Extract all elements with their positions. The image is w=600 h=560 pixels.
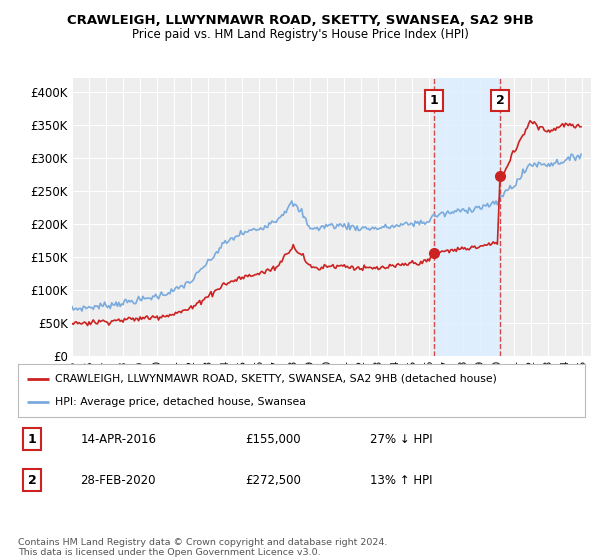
Text: 1: 1 (28, 433, 37, 446)
Text: 2: 2 (496, 94, 505, 107)
Text: Contains HM Land Registry data © Crown copyright and database right 2024.
This d: Contains HM Land Registry data © Crown c… (18, 538, 388, 557)
Text: £272,500: £272,500 (245, 474, 301, 487)
Text: HPI: Average price, detached house, Swansea: HPI: Average price, detached house, Swan… (55, 397, 306, 407)
Text: 2: 2 (28, 474, 37, 487)
Text: Price paid vs. HM Land Registry's House Price Index (HPI): Price paid vs. HM Land Registry's House … (131, 28, 469, 41)
Text: 27% ↓ HPI: 27% ↓ HPI (370, 433, 432, 446)
Text: 13% ↑ HPI: 13% ↑ HPI (370, 474, 432, 487)
Text: CRAWLEIGH, LLWYNMAWR ROAD, SKETTY, SWANSEA, SA2 9HB (detached house): CRAWLEIGH, LLWYNMAWR ROAD, SKETTY, SWANS… (55, 374, 497, 384)
Text: £155,000: £155,000 (245, 433, 301, 446)
Bar (434, 78, 500, 356)
Text: CRAWLEIGH, LLWYNMAWR ROAD, SKETTY, SWANSEA, SA2 9HB: CRAWLEIGH, LLWYNMAWR ROAD, SKETTY, SWANS… (67, 14, 533, 27)
Text: 1: 1 (430, 94, 439, 107)
Text: 14-APR-2016: 14-APR-2016 (80, 433, 157, 446)
Text: 28-FEB-2020: 28-FEB-2020 (80, 474, 156, 487)
